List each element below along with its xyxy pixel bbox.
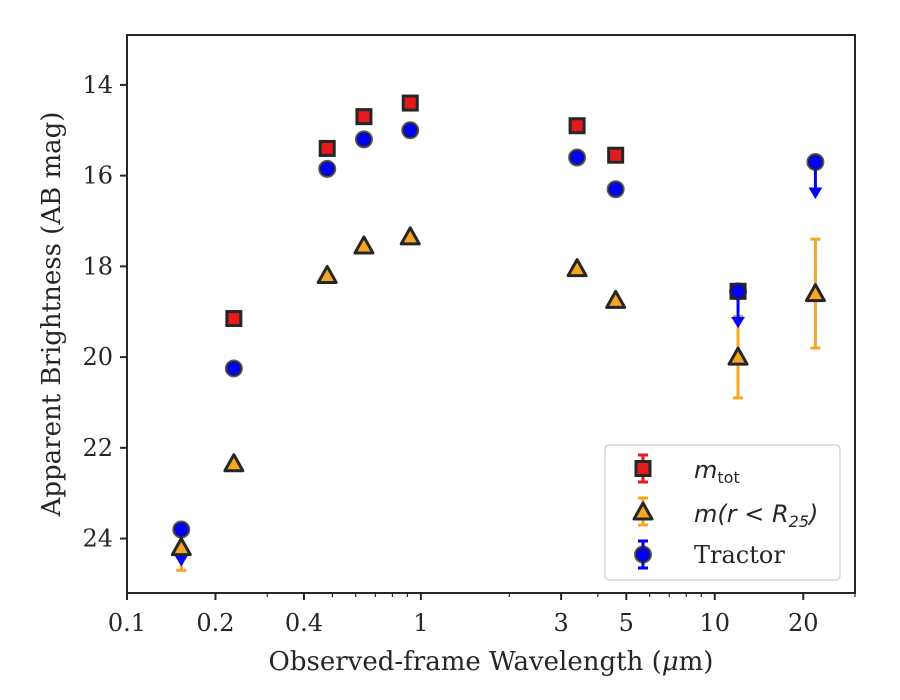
tractor-point [568,148,587,167]
mtot-point [225,310,243,328]
legend-entry-mtot: mtot [634,453,740,487]
axis-ticks: 0.1 0.2 0.4 1 3 5 10 20 14 16 18 20 22 24 [82,71,856,637]
tractor-point [729,282,748,301]
y-tick-label: 14 [82,71,113,99]
y-tick-label: 18 [82,252,113,280]
mr25-point [804,283,826,303]
x-tick-label: 3 [553,609,568,637]
plot-frame [126,34,856,594]
mr25-point [223,453,245,473]
legend-label-mtot: mtot [694,456,740,487]
y-tick-label: 16 [82,162,113,190]
legend-marker-tractor [634,539,652,570]
x-axis-label: Observed-frame Wavelength (μm) [269,647,714,677]
legend-marker-mtot [634,453,652,484]
chart-marks [170,94,826,572]
y-tick-label: 20 [82,343,113,371]
tractor-point [806,153,825,172]
mtot-point [568,117,586,135]
mtot-point [401,94,419,112]
mr25-point [316,264,338,284]
mr25-point [605,289,627,309]
y-tick-label: 22 [82,434,113,462]
mtot-point [318,139,336,157]
x-tick-label: 5 [619,609,634,637]
tractor-point [606,180,625,199]
legend-box [604,444,841,581]
tractor-point [224,359,243,378]
tractor-point [172,520,191,539]
tractor-upper-limit-arrow-head [808,187,823,199]
mtot-point [607,146,625,164]
tractor-upper-limit-arrow-head [174,554,189,567]
legend-entry-tractor: Tractor [634,539,785,570]
tractor-point [318,159,337,178]
legend-label-tractor: Tractor [694,541,785,569]
x-tick-label: 0.1 [108,609,146,637]
x-tick-label: 0.2 [196,609,234,637]
mr25-point [566,258,588,278]
mr25-point [353,235,375,255]
legend-entry-mr25: m(r < R25) [632,496,818,531]
legend-label-mr25: m(r < R25) [694,500,818,531]
tractor-upper-limit-arrow-head [731,316,745,329]
x-tick-label: 1 [413,609,428,637]
mtot-point [355,108,373,126]
mr25-point [170,537,192,557]
y-tick-label: 24 [82,525,113,553]
legend-marker-mr25 [632,496,654,527]
x-tick-label: 0.4 [285,609,323,637]
mr25-point [727,346,749,366]
tractor-point [401,121,420,140]
x-tick-label: 10 [700,609,731,637]
x-tick-label: 20 [788,609,819,637]
tractor-point [354,130,373,149]
mr25-point [399,226,421,246]
legend: mtot m(r < R25) Tractor [604,444,841,581]
y-axis-label: Apparent Brightness (AB mag) [37,112,67,518]
